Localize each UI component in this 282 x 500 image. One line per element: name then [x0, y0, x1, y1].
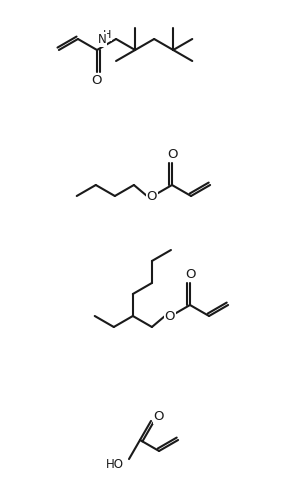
Text: O: O — [147, 190, 157, 202]
Text: H: H — [103, 30, 112, 40]
Text: O: O — [185, 268, 195, 280]
Text: O: O — [92, 74, 102, 88]
Text: N: N — [98, 33, 107, 46]
Text: HO: HO — [106, 458, 124, 470]
Text: O: O — [167, 148, 177, 160]
Text: O: O — [154, 410, 164, 424]
Text: O: O — [165, 310, 175, 322]
